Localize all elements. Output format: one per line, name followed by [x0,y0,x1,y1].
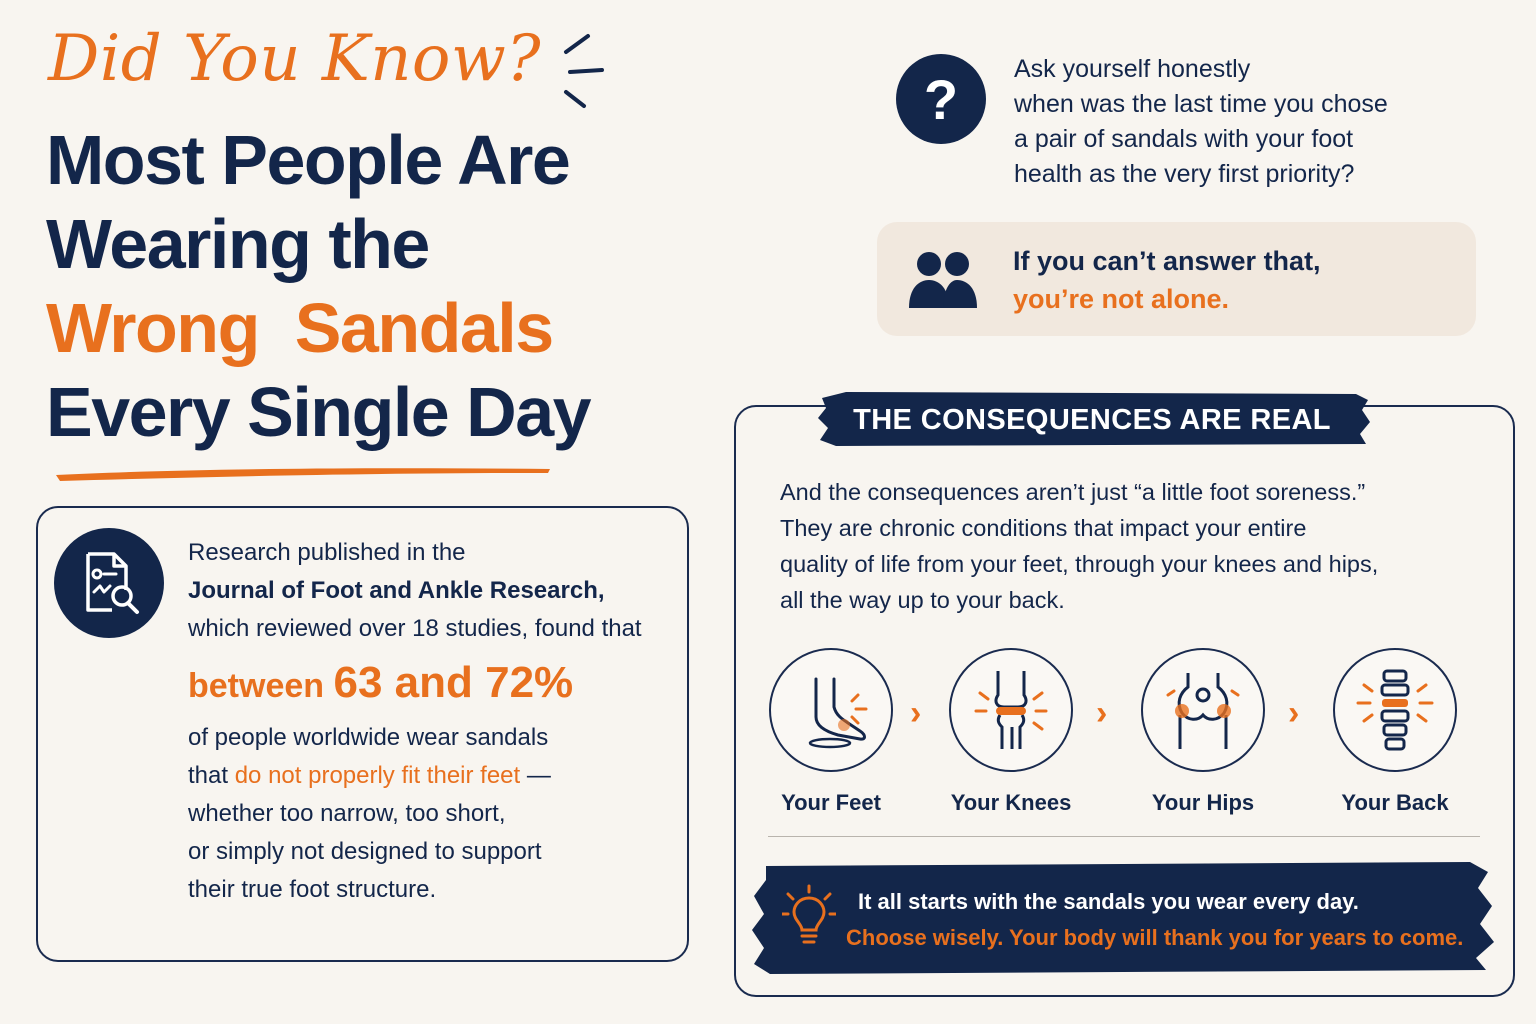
consequences-banner-bg [818,392,1370,446]
body-chain-steps: Your Feet › Your Knees › Your [766,648,1466,818]
step-feet-label: Your Feet [781,790,881,815]
research-stat: between 63 and 72% [188,658,678,711]
question-line-2: when was the last time you chose [1014,90,1388,118]
not-alone-text: If you can’t answer that, you’re not alo… [1013,242,1321,318]
research-card: Research published in the Journal of Foo… [36,506,689,962]
consequences-line-2: They are chronic conditions that impact … [780,515,1307,541]
chevron-right-icon: › [910,694,922,732]
step-hips-label: Your Hips [1151,790,1255,815]
research-body-2-suffix: — [520,762,551,789]
lightbulb-icon [782,884,836,944]
question-mark-icon: ? [896,54,986,144]
question-line-1: Ask yourself honestly [1014,55,1251,83]
chevron-right-icon: › [1288,694,1300,732]
spine-icon [1333,648,1457,772]
question-line-4: health as the very first priority? [1014,160,1355,188]
consequences-line-1: And the consequences aren’t just “a litt… [780,479,1366,505]
not-alone-box: If you can’t answer that, you’re not alo… [877,222,1476,336]
question-text: Ask yourself honestly when was the last … [1014,52,1464,192]
brush-underline [56,468,550,481]
step-knees: Your Knees [946,648,1076,816]
research-body-1: of people worldwide wear sandals [188,724,549,751]
stat-prefix: between [188,667,334,705]
chevron-right-icon: › [1096,694,1108,732]
research-body-5: their true foot structure. [188,876,437,903]
consequences-line-4: all the way up to your back. [780,587,1065,613]
research-document-magnifier-icon [54,528,164,638]
emphasis-burst-icon [564,34,604,108]
consequences-text: And the consequences aren’t just “a litt… [780,474,1480,618]
headline-line-4: Every Single Day [46,373,592,451]
research-body-3: whether too narrow, too short, [188,800,506,827]
foot-icon [769,648,893,772]
research-body-4: or simply not designed to support [188,838,542,865]
step-hips: Your Hips [1138,648,1268,816]
consequences-line-3: quality of life from your feet, through … [780,551,1379,577]
step-back: Your Back [1330,648,1460,816]
knee-joint-icon [949,648,1073,772]
research-body-2-highlight: do not properly fit their feet [234,762,521,789]
journal-name: Journal of Foot and Ankle Research, [188,577,605,604]
not-alone-line-1: If you can’t answer that, [1013,246,1321,276]
not-alone-line-2: you’re not alone. [1013,284,1230,314]
kicker-title: Did You Know? [48,22,542,96]
divider [768,836,1480,837]
headline-line-1: Most People Are [46,121,571,199]
consequences-banner-title: THE CONSEQUENCES ARE REAL [853,404,1331,436]
research-body-2-prefix: that [188,762,235,789]
headline-line-3: Wrong Sandals [46,289,554,367]
step-feet: Your Feet [766,648,896,816]
footer-line-1: It all starts with the sandals you wear … [858,889,1359,914]
step-back-label: Your Back [1341,790,1449,815]
research-intro: Research published in the [188,539,466,566]
footer-banner-bg [752,862,1494,974]
headline-line-2: Wearing the [46,205,430,283]
research-reviewed: which reviewed over 18 studies, found th… [188,615,642,642]
people-icon [909,252,977,308]
stat-value: 63 and 72% [333,658,574,707]
hip-joint-icon [1141,648,1265,772]
research-text: Research published in the Journal of Foo… [188,534,678,909]
headline: Most People Are Wearing the Wrong Sandal… [46,118,592,454]
question-line-3: a pair of sandals with your foot [1014,125,1354,153]
footer-line-2: Choose wisely. Your body will thank you … [846,925,1464,950]
step-knees-label: Your Knees [950,790,1072,815]
